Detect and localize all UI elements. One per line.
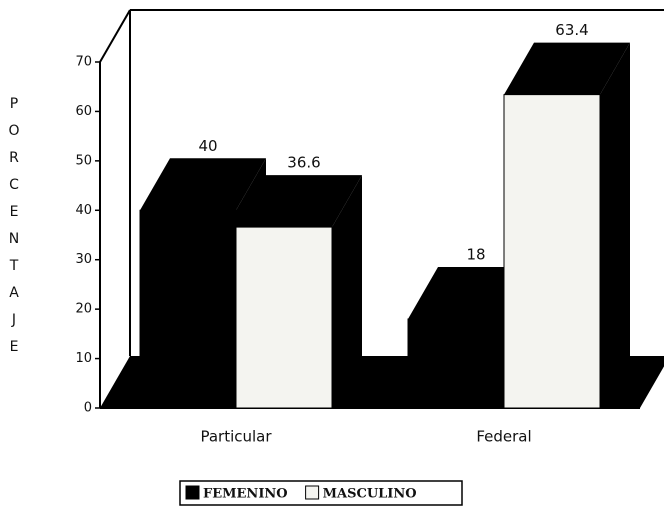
- y-tick-label: 60: [75, 104, 92, 119]
- bar-top: [504, 42, 630, 95]
- bar-side: [600, 42, 630, 408]
- legend-label: MASCULINO: [323, 487, 417, 502]
- axis-depth-edge: [99, 9, 131, 63]
- bar-top: [236, 175, 362, 228]
- bar-top: [140, 158, 266, 211]
- x-tick-label: Federal: [476, 428, 531, 446]
- bar: [503, 94, 601, 409]
- y-tick-label: 50: [75, 153, 92, 168]
- legend-box: [179, 480, 463, 506]
- legend-swatch: [305, 485, 320, 500]
- value-label: 36.6: [287, 154, 320, 172]
- bar: [407, 318, 505, 409]
- y-tick-label: 30: [75, 252, 92, 267]
- y-tick-label: 10: [75, 351, 92, 366]
- value-label: 63.4: [555, 21, 588, 39]
- y-tick-label: 40: [75, 203, 92, 218]
- bar-top: [408, 267, 534, 320]
- legend-swatch: [185, 485, 200, 500]
- value-label: 18: [466, 246, 485, 264]
- x-tick-label: Particular: [200, 428, 272, 446]
- bar: [235, 226, 333, 409]
- y-tick-label: 0: [84, 401, 92, 416]
- legend-label: FEMENINO: [203, 487, 288, 502]
- y-tick-label: 20: [75, 302, 92, 317]
- bar: [139, 209, 237, 409]
- y-tick-label: 70: [75, 55, 92, 70]
- bar-side: [332, 175, 362, 408]
- value-label: 40: [198, 137, 217, 155]
